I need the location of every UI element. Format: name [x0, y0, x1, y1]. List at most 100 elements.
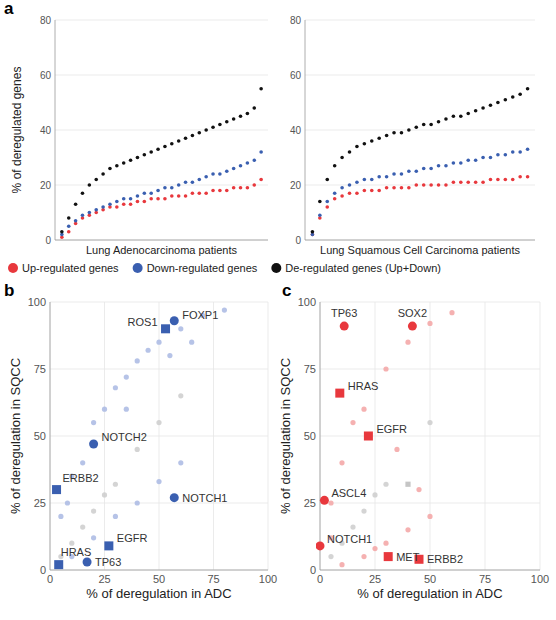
data-point: [143, 191, 147, 195]
data-point: [88, 183, 92, 187]
grid-line: [430, 302, 431, 570]
data-point: [392, 186, 396, 190]
data-point: [385, 175, 389, 179]
y-tick-label: 50: [34, 430, 46, 442]
data-point: [225, 169, 229, 173]
x-axis: [50, 570, 268, 571]
data-point: [526, 147, 530, 151]
data-point: [452, 180, 456, 184]
data-point: [225, 189, 229, 193]
y-tick-label: 25: [34, 497, 46, 509]
data-point: [136, 194, 140, 198]
data-point: [80, 460, 85, 465]
gene-point: [161, 324, 170, 333]
data-point: [211, 172, 215, 176]
gene-point: [170, 493, 179, 502]
data-point: [355, 191, 359, 195]
data-point: [252, 183, 256, 187]
data-point: [170, 186, 174, 190]
data-point: [163, 186, 167, 190]
gene-label: HRAS: [348, 380, 379, 392]
data-point: [102, 492, 107, 497]
x-tick-label: 75: [479, 573, 491, 585]
y-tick-label: 0: [40, 564, 46, 576]
data-point: [392, 131, 396, 135]
data-point: [489, 178, 493, 182]
data-point: [156, 189, 160, 193]
panel-label: b: [4, 281, 14, 300]
data-point: [178, 326, 183, 331]
gene-label: EGFR: [376, 423, 407, 435]
data-point: [504, 153, 508, 157]
gene-point: [335, 389, 344, 398]
gene-point: [320, 496, 329, 505]
data-point: [136, 200, 140, 204]
data-point: [94, 178, 98, 182]
data-point: [363, 189, 367, 193]
data-point: [414, 183, 418, 187]
y-tick-label: 25: [304, 497, 316, 509]
data-point: [414, 125, 418, 129]
y-tick-label: 75: [34, 363, 46, 375]
annotations: TP63SOX2HRASEGFRASCL4NOTCH1METERBB2: [327, 307, 463, 565]
chart-panel: 020406080Lung Squamous Cell Carcinoma pa…: [290, 15, 535, 257]
data-point: [91, 508, 96, 513]
x-tick-label: 100: [531, 573, 549, 585]
data-point: [474, 180, 478, 184]
data-point: [101, 205, 105, 209]
data-point: [156, 479, 161, 484]
data-point: [218, 123, 222, 127]
data-point: [328, 554, 333, 559]
data-point: [400, 172, 404, 176]
data-point: [74, 219, 78, 223]
data-point: [407, 186, 411, 190]
data-point: [466, 158, 470, 162]
data-point: [437, 120, 441, 124]
data-point: [197, 178, 201, 182]
data-point: [370, 139, 374, 143]
data-point: [246, 186, 250, 190]
legend: Up-regulated genesDown-regulated genesDe…: [8, 262, 441, 274]
data-point: [149, 191, 153, 195]
data-point: [333, 197, 337, 201]
data-point: [407, 128, 411, 132]
y-tick-label: 0: [310, 564, 316, 576]
data-point: [113, 514, 118, 519]
data-point: [218, 172, 222, 176]
data-point: [197, 191, 201, 195]
data-point: [385, 134, 389, 138]
data-point: [232, 186, 236, 190]
data-point: [102, 407, 107, 412]
data-point: [422, 183, 426, 187]
data-point: [74, 202, 78, 206]
data-point: [414, 169, 418, 173]
gene-point: [83, 557, 92, 566]
x-tick-label: 100: [259, 573, 277, 585]
data-point: [427, 420, 432, 425]
y-tick-label: 40: [40, 125, 52, 136]
data-point: [385, 186, 389, 190]
data-point: [113, 385, 118, 390]
gene-point: [89, 440, 98, 449]
data-point: [91, 535, 96, 540]
data-point: [177, 139, 181, 143]
data-point: [361, 554, 366, 559]
gene-point: [104, 541, 113, 550]
gene-label: MET: [396, 551, 420, 563]
data-point: [504, 98, 508, 102]
gene-label: NOTCH1: [327, 533, 372, 545]
y-tick-label: 40: [290, 125, 302, 136]
data-point: [189, 340, 194, 345]
data-point: [124, 374, 129, 379]
data-point: [496, 101, 500, 105]
gene-label: FOXP1: [182, 309, 218, 321]
data-point: [452, 161, 456, 165]
data-point: [377, 175, 381, 179]
data-point: [259, 150, 263, 154]
grid-line: [305, 130, 535, 131]
data-point: [178, 460, 183, 465]
gene-point: [170, 316, 179, 325]
data-point: [466, 180, 470, 184]
data-point: [94, 208, 98, 212]
chart-panel: 02550751000255075100% of deregulation in…: [278, 281, 549, 601]
